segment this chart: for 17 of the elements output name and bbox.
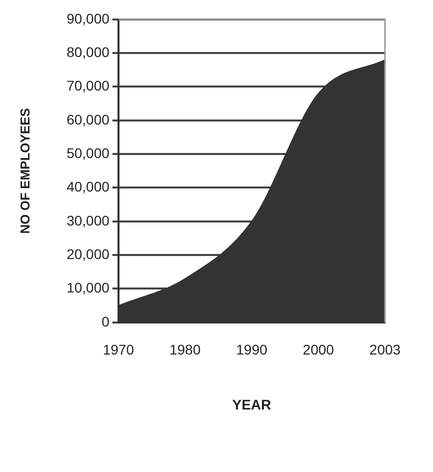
y-tick-label: 20,000 [66, 246, 110, 262]
y-tick-label: 70,000 [66, 78, 110, 94]
x-tick-label: 2003 [369, 342, 401, 358]
x-axis-title: YEAR [232, 396, 272, 412]
y-tick-label: 10,000 [66, 280, 110, 296]
y-tick-label: 60,000 [66, 111, 110, 128]
x-tick-label: 1980 [169, 342, 201, 358]
y-tick-label: 50,000 [66, 144, 110, 161]
y-tick-label: 30,000 [66, 212, 110, 228]
y-tick-label: 40,000 [66, 178, 110, 195]
y-axis-title: NO OF EMPLOYEES [17, 108, 32, 234]
y-tick-label: 90,000 [66, 10, 110, 26]
y-tick-label: 0 [102, 313, 110, 330]
x-tick-label: 1970 [102, 342, 134, 358]
y-tick-label: 80,000 [66, 44, 110, 60]
x-tick-label: 2000 [302, 342, 334, 358]
x-tick-label: 1990 [236, 342, 268, 358]
